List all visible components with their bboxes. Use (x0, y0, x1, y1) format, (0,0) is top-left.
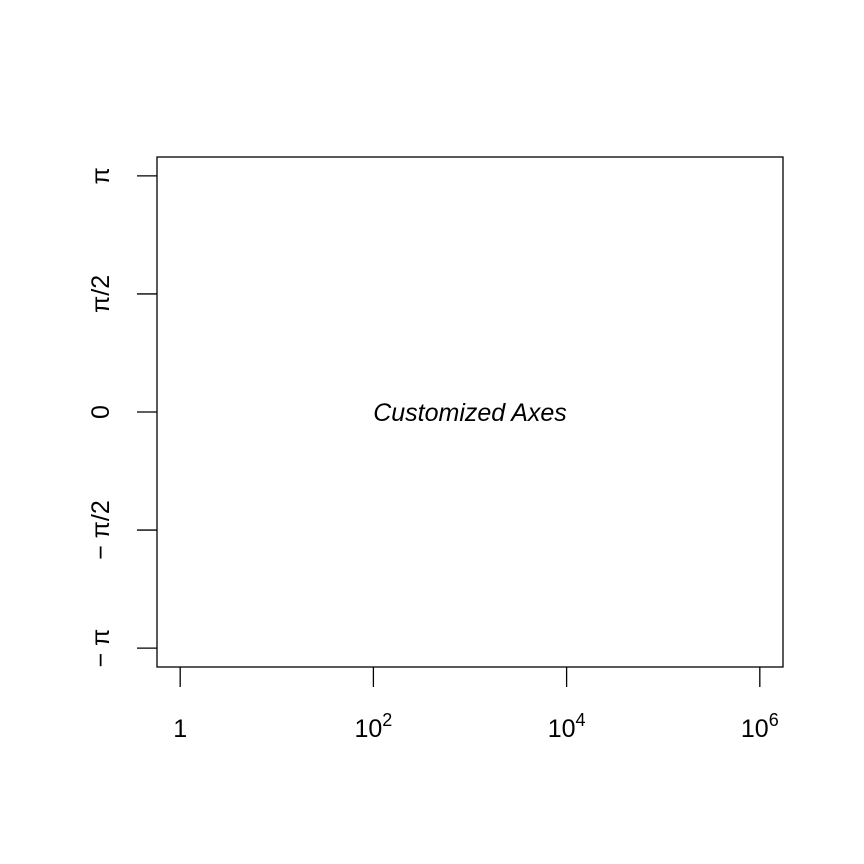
y-tick-label: − π (87, 629, 115, 668)
y-tick-label: − π/2 (87, 500, 115, 560)
x-tick-label: 1 (173, 715, 187, 743)
x-tick-label: 102 (354, 710, 392, 743)
annotations: Customized Axes (373, 399, 567, 427)
y-tick-label: π/2 (87, 275, 115, 313)
y-tick-label: 0 (87, 405, 115, 419)
annotation-text: Customized Axes (373, 399, 567, 427)
y-tick-label: π (87, 167, 115, 184)
x-tick-label: 104 (548, 710, 586, 743)
x-tick-label: 106 (741, 710, 779, 743)
y-axis: − π − π/2 0 π/2 π (87, 167, 157, 668)
x-axis: 1 102 104 106 (173, 667, 779, 743)
